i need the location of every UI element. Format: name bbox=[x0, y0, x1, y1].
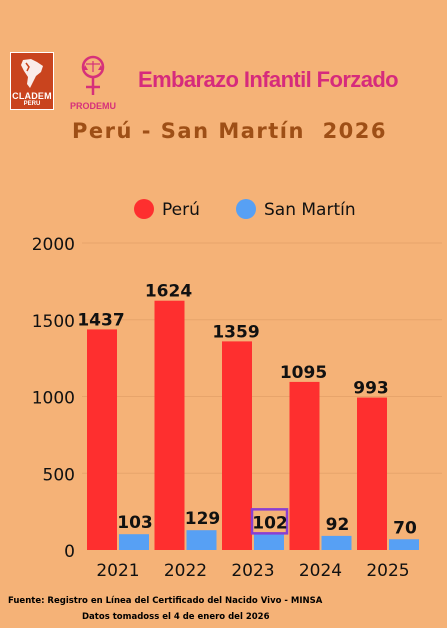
data-label: 1359 bbox=[212, 322, 259, 342]
data-label: 70 bbox=[393, 518, 417, 538]
bar-chart: 0 500 1000 1500 2000 Perú San Martín 1437 103 202… bbox=[32, 199, 442, 581]
bar-peru bbox=[87, 329, 117, 550]
prodemu-logo-text: PRODEMU bbox=[69, 101, 116, 111]
legend-label: San Martín bbox=[264, 200, 356, 220]
x-tick-label: 2024 bbox=[299, 561, 342, 581]
legend-swatch-peru bbox=[134, 199, 154, 219]
bar-peru bbox=[222, 341, 252, 550]
bar-peru bbox=[289, 381, 320, 550]
bar-san-martin bbox=[186, 530, 217, 550]
data-label: 993 bbox=[353, 379, 389, 399]
data-label: 1624 bbox=[145, 282, 192, 302]
cladem-logo-text: CLADEM bbox=[12, 91, 52, 101]
date-note: Datos tomadoss el 4 de enero del 2026 bbox=[82, 612, 270, 622]
x-tick-label: 2021 bbox=[96, 561, 139, 581]
y-tick-label: 500 bbox=[43, 465, 75, 485]
y-tick-label: 0 bbox=[64, 542, 75, 562]
y-tick-label: 2000 bbox=[32, 235, 75, 255]
cladem-logo: CLADEM PERU bbox=[10, 52, 54, 110]
data-label: 102 bbox=[252, 513, 288, 533]
data-label: 103 bbox=[117, 513, 153, 533]
bar-peru bbox=[154, 300, 185, 550]
legend-label: Perú bbox=[162, 200, 200, 220]
x-tick-label: 2023 bbox=[231, 561, 274, 581]
page-subtitle: Perú - San Martín 2026 bbox=[72, 119, 388, 143]
bar-san-martin bbox=[389, 539, 419, 550]
highlight-box bbox=[250, 508, 289, 535]
south-america-map-icon bbox=[21, 59, 43, 88]
bar-san-martin bbox=[254, 534, 284, 550]
bar-san-martin bbox=[119, 534, 149, 550]
bar-peru bbox=[357, 397, 387, 550]
source-note: Fuente: Registro en Línea del Certificad… bbox=[8, 596, 323, 606]
x-tick-label: 2025 bbox=[366, 561, 409, 581]
page-title: Embarazo Infantil Forzado bbox=[138, 67, 399, 92]
data-label: 1437 bbox=[77, 310, 124, 330]
cladem-logo-subtext: PERU bbox=[23, 101, 41, 107]
data-label: 129 bbox=[185, 509, 221, 529]
venus-scales-icon bbox=[81, 55, 105, 95]
data-label: 1095 bbox=[280, 363, 327, 383]
prodemu-logo: PRODEMU bbox=[66, 55, 120, 113]
y-tick-label: 1000 bbox=[32, 389, 75, 409]
data-label: 92 bbox=[326, 515, 350, 535]
y-tick-label: 1500 bbox=[32, 312, 75, 332]
legend-swatch-san-martin bbox=[236, 199, 256, 219]
bar-san-martin bbox=[321, 535, 352, 550]
x-tick-label: 2022 bbox=[164, 561, 207, 581]
